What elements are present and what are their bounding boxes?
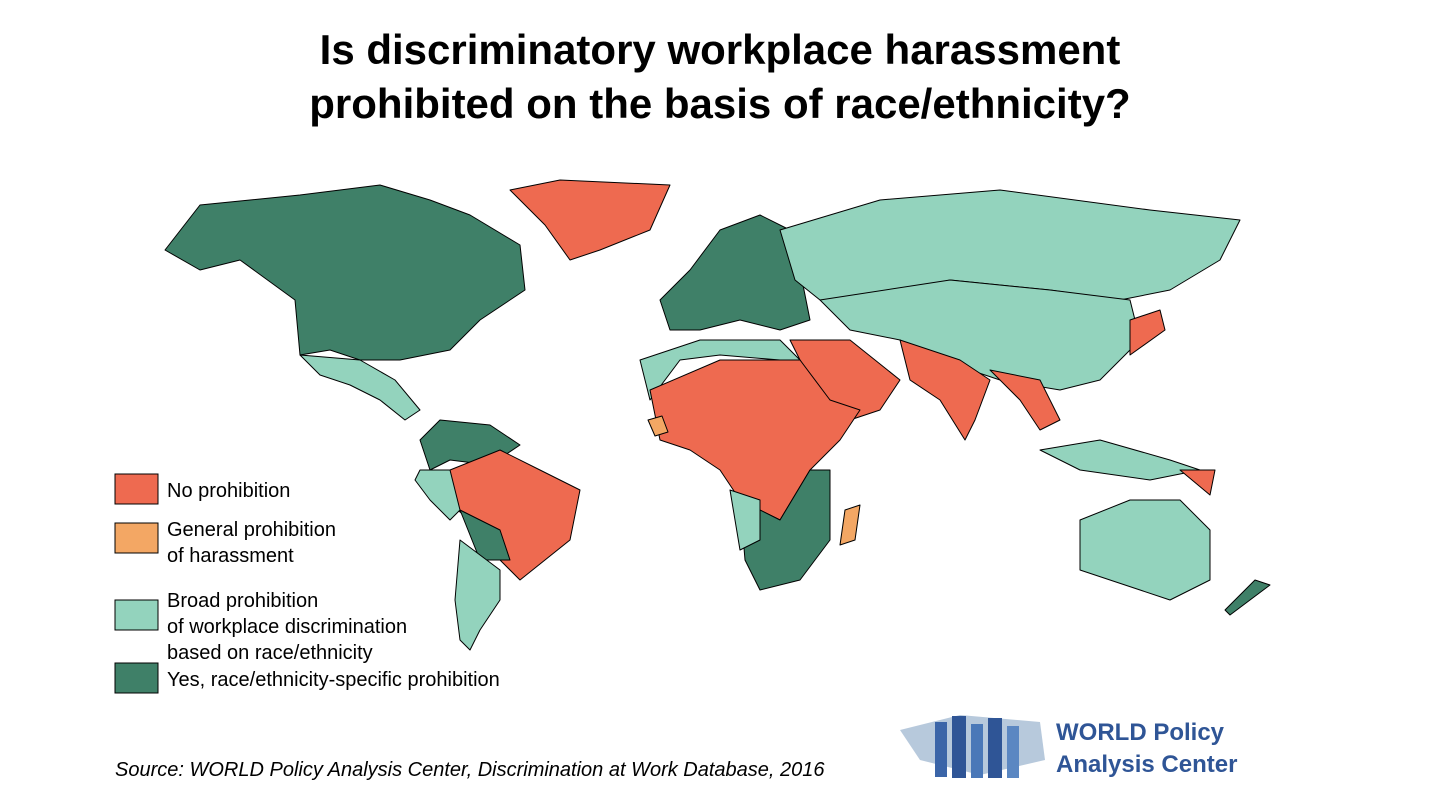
europe <box>659 214 811 331</box>
north-america <box>164 184 526 361</box>
legend-label: General prohibition <box>167 519 336 541</box>
logo-figure <box>935 722 947 777</box>
papua-new-guinea <box>1179 469 1216 496</box>
legend-label: based on race/ethnicity <box>167 642 373 664</box>
central-east-asia <box>819 279 1141 391</box>
legend-label: Broad prohibition <box>167 590 318 612</box>
world-map <box>164 179 1271 651</box>
india <box>899 339 991 441</box>
source: Source: WORLD Policy Analysis Center, Di… <box>115 759 825 781</box>
legend-label: No prohibition <box>167 480 290 502</box>
legend-label: of workplace discrimination <box>167 616 407 638</box>
logo-figure <box>971 724 983 778</box>
logo-figure <box>952 716 966 778</box>
new-zealand <box>1224 579 1271 616</box>
central-america <box>299 354 421 421</box>
australia <box>1079 499 1211 601</box>
logo-figure <box>988 718 1002 778</box>
logo-figure <box>1007 726 1019 778</box>
bolivia-paraguay <box>459 509 511 561</box>
peru <box>414 469 461 521</box>
legend-swatch <box>114 662 159 694</box>
greenland <box>509 179 671 261</box>
southern-cone <box>454 539 501 651</box>
legend-swatch <box>114 522 159 554</box>
russia <box>779 189 1241 301</box>
legend: No prohibition General prohibition of hara… <box>114 473 500 694</box>
southern-africa <box>739 469 831 591</box>
madagascar <box>839 504 861 546</box>
legend-swatch <box>114 599 159 631</box>
logo-graphic <box>900 715 1045 778</box>
title-line: prohibited on the basis of race/ethnicit… <box>309 80 1130 127</box>
legend-label: Yes, race/ethnicity-specific prohibition <box>167 669 500 691</box>
west-africa-patch <box>647 415 669 437</box>
legend-label: of harassment <box>167 545 294 567</box>
angola-region <box>729 489 761 551</box>
title-line: Is discriminatory workplace harassment <box>320 26 1121 73</box>
legend-swatch <box>114 473 159 505</box>
logo-text: WORLD Policy <box>1056 719 1225 746</box>
logo-text: Analysis Center <box>1056 751 1237 778</box>
indonesia <box>1039 439 1201 481</box>
japan <box>1129 309 1166 356</box>
southeast-asia <box>989 369 1061 431</box>
